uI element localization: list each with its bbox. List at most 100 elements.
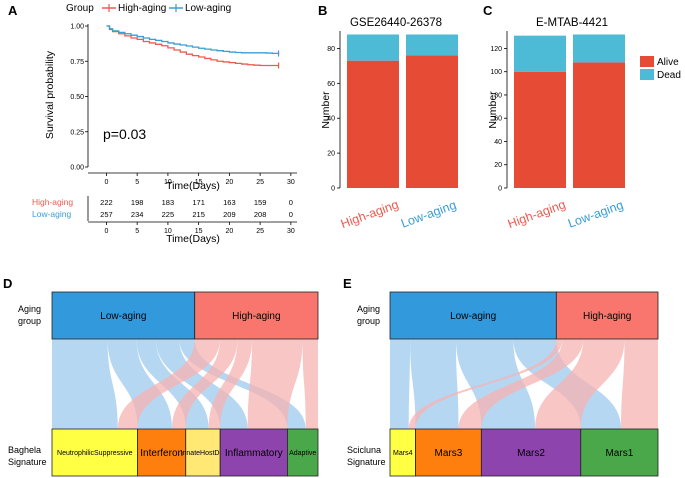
sankey-e-bottom-label-1: Scicluna [347, 445, 381, 455]
bar-y-tick-label: 40 [327, 116, 335, 123]
risk-row-label: Low-aging [32, 209, 71, 219]
risk-row-label: High-aging [32, 197, 73, 207]
sankey-bottom-node-label: Adaptive [289, 450, 316, 457]
km-curves [106, 25, 280, 69]
risk-value: 198 [131, 198, 144, 207]
sankey-top-node-high-aging [194, 291, 319, 340]
bar-y-tick-label: 80 [494, 92, 502, 99]
bar-y-tick-label: 20 [327, 151, 335, 158]
sankey-flow-low-aging-adaptive [179, 339, 306, 429]
bar-dead-low-aging [406, 34, 458, 56]
panel-letter-c: C [483, 3, 493, 18]
sankey-flow-low-aging-interferon [107, 339, 173, 429]
km-y-tick-label: 0.00 [70, 165, 84, 172]
sankey-e-bottom-label-2: Signature [347, 457, 386, 467]
risk-value: 163 [223, 198, 236, 207]
bar-y-tick-label: 40 [494, 139, 502, 146]
km-x-tick-label: 0 [104, 179, 108, 186]
risk-value: 0 [289, 198, 293, 207]
km-x-tick-label: 20 [225, 179, 233, 186]
bar-panel-b: B GSE26440-26378 Number 0 20 40 60 80 High-ag… [318, 3, 458, 231]
sankey-bottom-node-label: Mars4 [393, 450, 413, 457]
sankey-d-bottom-label-2: Signature [8, 457, 47, 467]
km-x-tick-label: 15 [195, 179, 203, 186]
risk-value: 257 [100, 210, 113, 219]
bar-category-label: High-aging [506, 197, 568, 231]
bar-c-title: E-MTAB-4421 [536, 17, 608, 29]
sankey-flow-low-aging-mars4 [390, 339, 411, 429]
sankey-top-node-low-aging [389, 291, 557, 340]
risk-table: High-aging 222 198 183 171 163 159 0 Low-aging 25… [32, 196, 297, 235]
sankey-flow-high-aging-innatehostdef [208, 339, 252, 429]
km-x-tick-label: 5 [135, 179, 139, 186]
risk-x-tick-label: 30 [287, 228, 295, 235]
km-y-tick-label: 0.75 [70, 59, 84, 66]
sankey-flow-high-aging-interferon [172, 339, 238, 429]
sankey-flow-low-aging-neutrophilicsuppressive [52, 339, 118, 429]
risk-x-title: Time(Days) [166, 233, 220, 245]
sankey-bottom-node-mars2 [480, 428, 582, 477]
km-axes: 0.00 0.25 0.50 0.75 1.00 0 5 10 15 20 25 30 [70, 24, 297, 186]
sankey-bottom-node-label: Mars1 [605, 448, 633, 459]
sankey-bottom-node-label: InnateHostDef [181, 450, 226, 457]
km-curve-high [106, 25, 279, 67]
bar-y-tick-label: 60 [494, 116, 502, 123]
sankey-e-top-label-1: Aging [357, 304, 380, 314]
sankey-flows [52, 339, 318, 429]
bar-alive-high-aging [347, 60, 399, 188]
risk-x-tick-label: 0 [104, 228, 108, 235]
km-pvalue: p=0.03 [103, 126, 146, 142]
sankey-bottom-node-inflammatory [219, 428, 288, 477]
risk-x-tick-label: 20 [225, 228, 233, 235]
risk-value: 215 [192, 210, 205, 219]
risk-value: 208 [254, 210, 267, 219]
risk-value: 183 [162, 198, 175, 207]
km-x-title: Time(Days) [166, 180, 220, 192]
bar-dead-high-aging [347, 34, 399, 61]
sankey-flow-low-aging-mars2 [455, 339, 536, 429]
sankey-flow-high-aging-adaptive [302, 339, 318, 429]
km-y-tick-label: 1.00 [70, 24, 84, 31]
risk-value: 171 [192, 198, 205, 207]
sankey-top-node-low-aging [51, 291, 196, 340]
bar-dead-high-aging [514, 35, 566, 72]
bar-y-tick-label: 80 [327, 46, 335, 53]
sankey-top-node-label: High-aging [583, 311, 631, 322]
sankey-bottom-node-mars4 [389, 428, 416, 477]
bar-y-tick-label: 120 [490, 46, 502, 53]
sankey-bottom-node-mars1 [580, 428, 659, 477]
risk-x-tick-label: 10 [164, 228, 172, 235]
bar-panel-c: C E-MTAB-4421 Number 0 20 40 60 80 100 120 High… [483, 3, 681, 231]
km-curve-low [106, 25, 280, 55]
bar-category-label: Low-aging [399, 198, 458, 231]
sankey-bottom-node-label: Interferon [140, 448, 183, 459]
bar-alive-low-aging [406, 55, 458, 188]
sankey-bottom-node-mars3 [415, 428, 482, 477]
panel-letter-b: B [318, 3, 327, 18]
sankey-flow-high-aging-inflammatory [247, 339, 303, 429]
risk-value: 234 [131, 210, 144, 219]
km-legend-low-label: Low-aging [185, 3, 231, 14]
bar-alive-low-aging [573, 62, 625, 188]
km-x-tick-label: 30 [287, 179, 295, 186]
sankey-flow-high-aging-neutrophilicsuppressive [117, 339, 220, 429]
panel-letter-e: E [343, 276, 352, 291]
sankey-d-bottom-label-1: Baghela [8, 445, 41, 455]
sankey-bottom-node-adaptive [287, 428, 319, 477]
sankey-bottom-node-neutrophilicsuppressive [51, 428, 139, 477]
sankey-bottom-node-innatehostdef [185, 428, 221, 477]
km-x-tick-label: 25 [256, 179, 264, 186]
bar-y-tick-label: 20 [494, 162, 502, 169]
sankey-flow-high-aging-mars4 [408, 339, 563, 429]
km-legend-high-label: High-aging [118, 3, 166, 14]
panel-letter-a: A [8, 3, 18, 18]
bar-y-tick-label: 0 [498, 186, 502, 193]
bar-category-label: High-aging [339, 197, 401, 231]
bar-c-y-title: Number [487, 91, 499, 129]
sankey-e-plot: Low-aging High-aging Mars4 Mars3 Mars2 Mars1 [389, 291, 659, 477]
risk-value: 0 [289, 210, 293, 219]
sankey-flow-high-aging-mars1 [621, 339, 658, 429]
